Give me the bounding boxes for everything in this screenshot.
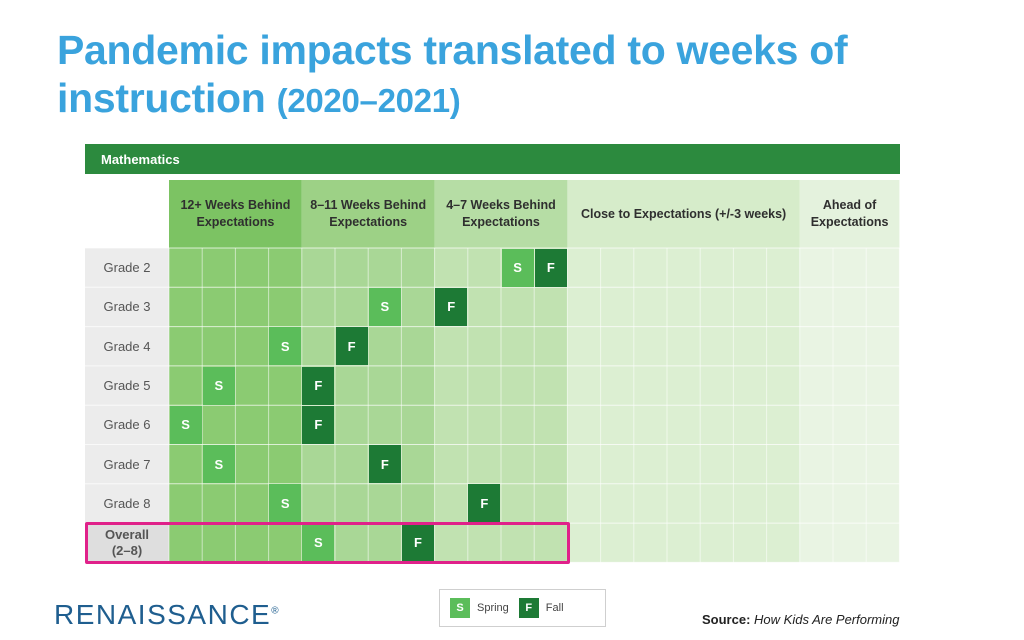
row-label: Grade 8: [103, 495, 151, 511]
fall-marker: F: [302, 366, 335, 405]
spring-marker: S: [202, 366, 235, 405]
column-header: Ahead of Expectations: [810, 198, 889, 229]
row-label: Grade 4: [103, 338, 151, 354]
fall-marker: F: [402, 523, 434, 562]
row-label: Grade 6: [103, 417, 151, 433]
title-range: (2020–2021): [276, 82, 461, 119]
subject-banner: [85, 144, 900, 174]
legend-spring: S Spring: [450, 598, 509, 618]
fall-marker: F: [368, 445, 401, 484]
legend-fall-label: Fall: [545, 602, 564, 614]
row-label: Grade 3: [103, 299, 151, 315]
spring-marker: S: [269, 327, 302, 366]
overall-highlight-box: [85, 522, 571, 565]
row-label: Grade 2: [103, 260, 151, 276]
fall-marker: F: [534, 248, 567, 287]
column-header-bg: [799, 180, 900, 248]
spring-marker: S: [269, 484, 302, 523]
overall-label-bg: [85, 523, 169, 563]
column-header-bg: [434, 180, 568, 248]
fall-marker: F: [435, 287, 468, 326]
column-header: 12+ Weeks Behind Expectations: [180, 198, 291, 229]
row-label: Overall (2–8): [104, 526, 150, 558]
column-header: 8–11 Weeks Behind Expectations: [310, 198, 427, 229]
spring-marker: S: [169, 405, 202, 444]
fall-marker: F: [468, 484, 501, 523]
column-header-bg: [169, 180, 302, 248]
source-text: How Kids Are Performing: [754, 612, 900, 627]
column-header-bg: [567, 180, 800, 248]
spring-marker: S: [501, 248, 534, 287]
fall-marker: F: [335, 327, 368, 366]
weeks-of-instruction-chart: Mathematics 12+ Weeks Behind Expectation…: [85, 144, 900, 572]
page-title: Pandemic impacts translated to weeks of …: [57, 26, 848, 125]
title-line2: instruction: [57, 75, 266, 121]
source-label: Source:: [702, 612, 751, 627]
column-header: 4–7 Weeks Behind Expectations: [446, 198, 556, 229]
renaissance-logo: RENAISSANCE®: [54, 599, 279, 630]
source-note: Source: How Kids Are Performing: [702, 612, 900, 627]
chart-grid: [85, 144, 900, 563]
legend-fall-swatch: F: [518, 598, 539, 618]
spring-marker: S: [302, 523, 335, 562]
legend-spring-swatch: S: [450, 598, 470, 618]
column-header: Close to Expectations (+/-3 weeks): [580, 206, 787, 221]
spring-marker: S: [202, 445, 235, 484]
row-label: Grade 7: [103, 456, 151, 472]
subject-banner-label: Mathematics: [101, 152, 180, 167]
column-header-bg: [301, 180, 435, 248]
title-line1: Pandemic impacts translated to weeks of: [57, 27, 848, 73]
spring-marker: S: [368, 287, 401, 326]
legend-spring-label: Spring: [477, 602, 509, 614]
row-label: Grade 5: [103, 378, 151, 394]
legend-fall: F Fall: [518, 598, 564, 618]
legend: S Spring F Fall: [439, 589, 606, 627]
fall-marker: F: [302, 405, 335, 444]
